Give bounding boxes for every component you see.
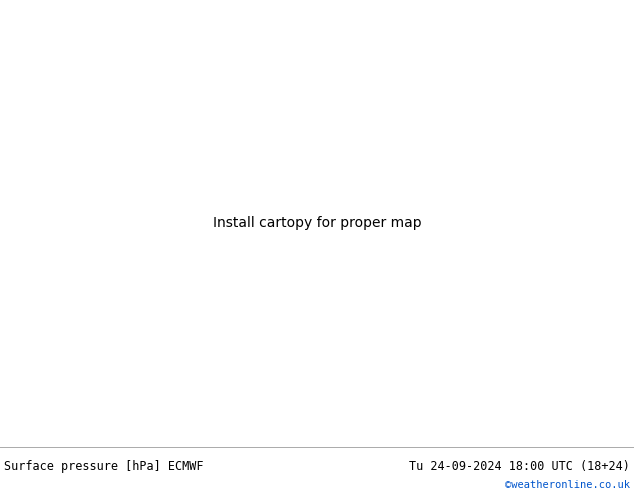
Text: Install cartopy for proper map: Install cartopy for proper map [212, 216, 422, 230]
Text: ©weatheronline.co.uk: ©weatheronline.co.uk [505, 480, 630, 490]
Text: Surface pressure [hPa] ECMWF: Surface pressure [hPa] ECMWF [4, 460, 204, 473]
Text: Tu 24-09-2024 18:00 UTC (18+24): Tu 24-09-2024 18:00 UTC (18+24) [409, 460, 630, 473]
